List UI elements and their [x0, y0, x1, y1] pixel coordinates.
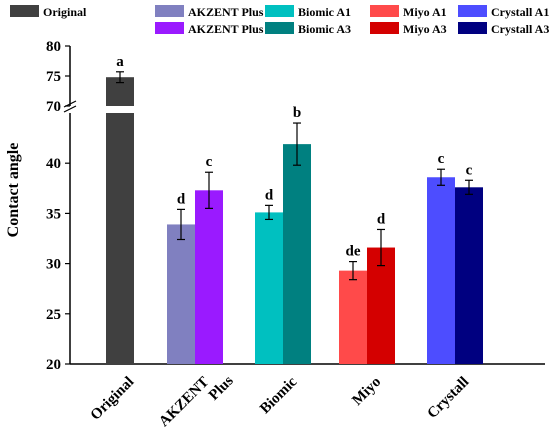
x-tick-label: Crystall — [424, 374, 472, 422]
axis-break-mark — [63, 105, 77, 113]
legend-label: Biomic A1 — [298, 5, 351, 19]
significance-letter: b — [293, 105, 301, 121]
legend-label: Biomic A3 — [298, 22, 351, 36]
y-tick-label: 40 — [46, 156, 61, 172]
y-tick-label: 35 — [46, 206, 61, 222]
legend-swatch — [155, 5, 184, 17]
legend-label: Crystall A3 — [491, 22, 549, 36]
bar — [167, 224, 195, 364]
x-tick-label: AKZENTPlus — [156, 361, 237, 430]
significance-letter: c — [206, 154, 213, 170]
x-tick-label: Miyo — [349, 374, 384, 409]
bar — [255, 212, 283, 364]
y-axis-label: Contact angle — [5, 143, 22, 238]
y-tick-label: 80 — [46, 39, 61, 55]
legend-swatch — [458, 5, 487, 17]
significance-letter: a — [116, 54, 124, 70]
significance-letter: d — [265, 187, 274, 203]
legend-label: Miyo A1 — [403, 5, 447, 19]
bar — [455, 187, 483, 364]
bar — [367, 247, 395, 364]
legend-label: Miyo A3 — [403, 22, 447, 36]
legend-label: AKZENT Plus A3 — [188, 22, 280, 36]
y-tick-label: 20 — [46, 357, 61, 373]
legend: Original AKZENT Plus A1 Biomic A1 Miyo A1 Cr… — [10, 5, 549, 36]
y-tick-label: 25 — [46, 307, 61, 323]
bar — [106, 113, 134, 364]
y-tick-label: 70 — [46, 99, 61, 115]
legend-swatch — [265, 5, 294, 17]
legend-label: Crystall A1 — [491, 5, 549, 19]
y-tick-label: 30 — [46, 257, 61, 273]
x-tick-label: Biomic — [257, 374, 300, 417]
significance-letter: de — [346, 244, 361, 260]
y-tick-label: 75 — [46, 69, 61, 85]
significance-letter: c — [466, 162, 473, 178]
legend-swatch — [370, 5, 399, 17]
legend-swatch — [155, 22, 184, 34]
x-tick-label: Original — [88, 374, 138, 424]
legend-swatch — [458, 22, 487, 34]
bar — [195, 190, 223, 364]
bar — [427, 177, 455, 364]
bars: a Original d c AKZENTPlus d b Biomic de d Miyo c c Cr… — [88, 54, 483, 430]
significance-letter: d — [177, 191, 186, 207]
bar — [339, 270, 367, 364]
axes: 20 25 30 35 40 70 75 80 — [46, 39, 545, 373]
legend-swatch — [10, 5, 39, 17]
significance-letter: d — [377, 211, 386, 227]
bar — [283, 144, 311, 364]
legend-swatch — [265, 22, 294, 34]
significance-letter: c — [438, 151, 445, 167]
legend-label: AKZENT Plus A1 — [188, 5, 280, 19]
legend-label: Original — [43, 5, 87, 19]
legend-swatch — [370, 22, 399, 34]
